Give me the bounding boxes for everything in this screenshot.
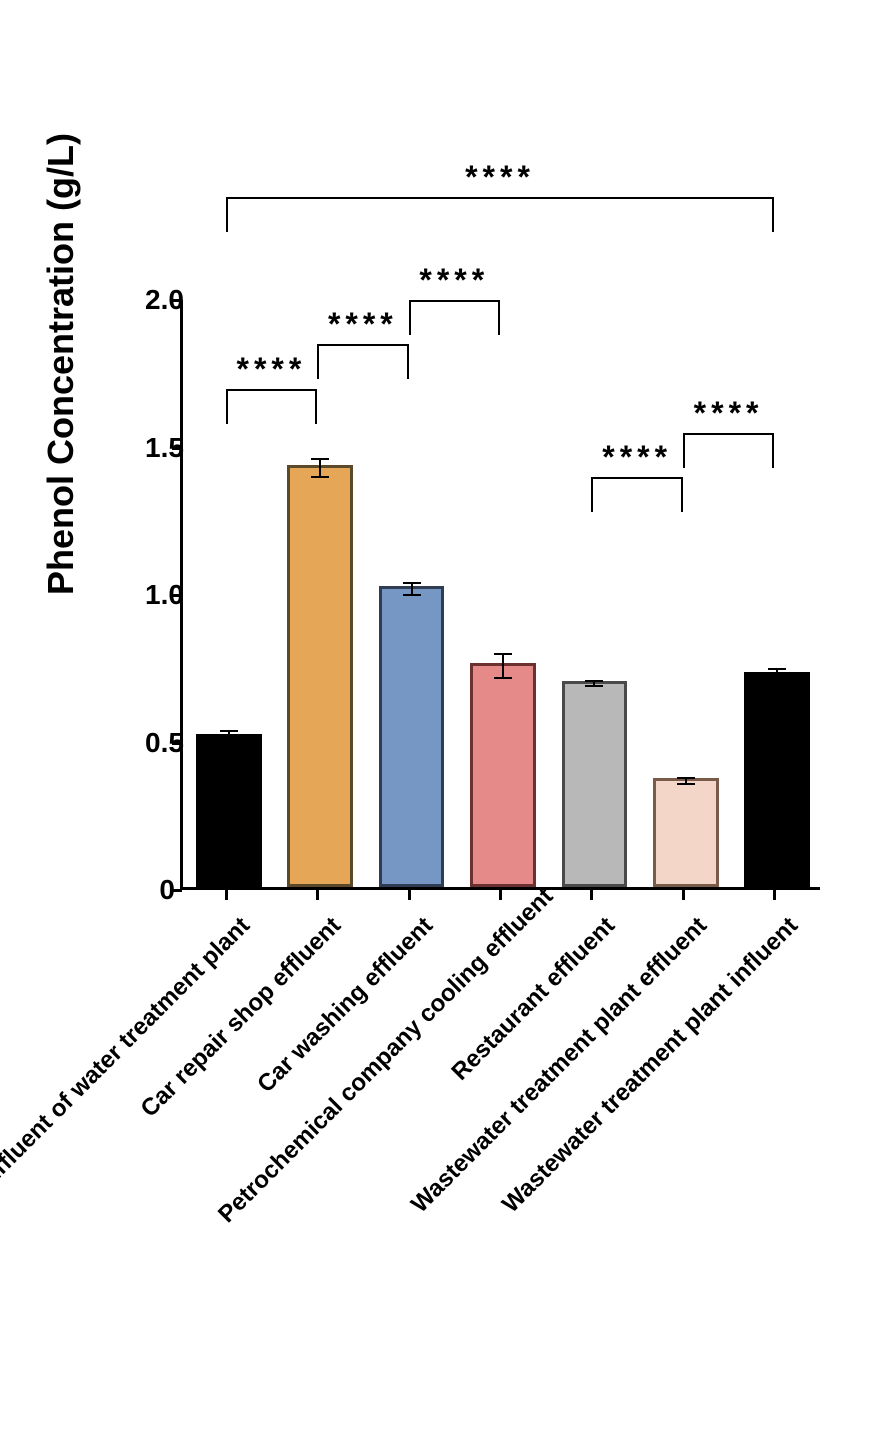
significance-label: ****: [430, 159, 570, 196]
significance-bracket: [317, 344, 408, 379]
significance-label: ****: [384, 262, 524, 299]
y-tick-label: 2.0: [145, 284, 175, 316]
error-bar: [502, 654, 504, 678]
error-cap: [585, 680, 603, 682]
x-tick-mark: [590, 890, 593, 900]
chart-container: Phenol Concentration (g/L) 00.51.01.52.0…: [50, 20, 870, 1400]
error-cap: [403, 582, 421, 584]
error-cap: [768, 668, 786, 670]
error-cap: [677, 777, 695, 779]
error-bar: [319, 459, 321, 477]
error-cap: [585, 685, 603, 687]
error-cap: [220, 730, 238, 732]
x-tick-mark: [682, 890, 685, 900]
error-cap: [220, 742, 238, 744]
x-tick-mark: [225, 890, 228, 900]
significance-bracket: [226, 389, 317, 424]
bar: [196, 734, 262, 887]
error-cap: [403, 594, 421, 596]
y-axis-label: Phenol Concentration (g/L): [40, 133, 82, 595]
x-tick-mark: [408, 890, 411, 900]
y-tick-label: 0: [145, 874, 175, 906]
significance-bracket: [409, 300, 500, 335]
error-cap: [494, 677, 512, 679]
y-tick-label: 1.0: [145, 579, 175, 611]
error-cap: [494, 653, 512, 655]
x-tick-mark: [499, 890, 502, 900]
bar: [287, 465, 353, 887]
bar: [653, 778, 719, 887]
error-cap: [677, 783, 695, 785]
significance-bracket: [683, 433, 774, 468]
significance-bracket: [226, 197, 775, 232]
bar: [744, 672, 810, 887]
bar: [470, 663, 536, 887]
error-cap: [768, 680, 786, 682]
significance-label: ****: [659, 395, 799, 432]
x-tick-mark: [316, 890, 319, 900]
error-cap: [311, 476, 329, 478]
error-cap: [311, 458, 329, 460]
bar: [379, 586, 445, 887]
bar: [562, 681, 628, 888]
y-tick-label: 0.5: [145, 727, 175, 759]
significance-bracket: [591, 477, 682, 512]
x-tick-label: Effluent of water treatment plant: [0, 912, 256, 1229]
y-tick-label: 1.5: [145, 432, 175, 464]
x-tick-mark: [773, 890, 776, 900]
